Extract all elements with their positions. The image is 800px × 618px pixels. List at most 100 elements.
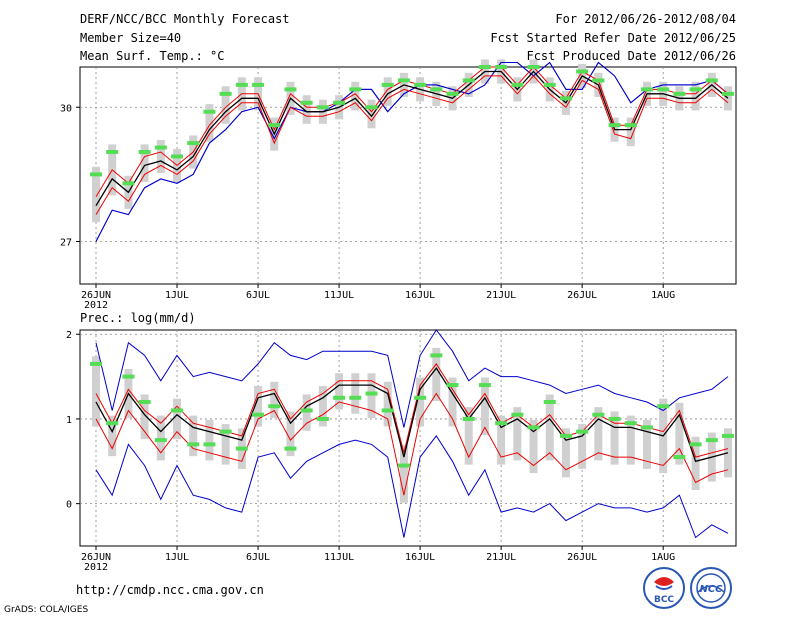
observed-marker bbox=[365, 391, 378, 396]
spread-box bbox=[675, 402, 684, 465]
spread-box bbox=[92, 166, 100, 223]
observed-marker bbox=[106, 421, 119, 426]
series-line-min bbox=[95, 435, 729, 539]
observed-marker bbox=[138, 400, 151, 404]
observed-marker bbox=[624, 421, 637, 426]
observed-marker bbox=[592, 78, 605, 83]
spread-box bbox=[318, 385, 327, 427]
observed-marker bbox=[316, 416, 329, 421]
spread-box bbox=[156, 415, 165, 461]
spread-box bbox=[254, 385, 263, 427]
x-tick-label: 1JUL bbox=[165, 552, 189, 563]
spread-box bbox=[529, 419, 538, 474]
observed-marker bbox=[689, 442, 702, 447]
spread-box bbox=[335, 373, 344, 410]
x-year-label: 2012 bbox=[84, 562, 108, 573]
observed-marker bbox=[300, 408, 313, 413]
spread-box bbox=[691, 436, 700, 491]
observed-marker bbox=[592, 412, 605, 417]
observed-marker bbox=[576, 429, 589, 434]
member-size: Member Size=40 bbox=[80, 31, 182, 45]
series-line-max bbox=[95, 329, 729, 428]
observed-marker bbox=[219, 91, 232, 96]
observed-marker bbox=[349, 395, 362, 400]
x-tick-label: 1AUG bbox=[651, 290, 675, 301]
x-tick-label: 6JUL bbox=[246, 552, 270, 563]
observed-marker bbox=[397, 463, 410, 468]
observed-marker bbox=[219, 429, 232, 434]
observed-marker bbox=[122, 181, 135, 186]
observed-marker bbox=[673, 91, 686, 96]
x-tick-label: 26JUL bbox=[567, 552, 597, 563]
observed-marker bbox=[430, 353, 443, 358]
observed-marker bbox=[333, 395, 346, 400]
spread-box bbox=[286, 411, 295, 457]
x-tick-label: 11JUL bbox=[324, 290, 354, 301]
spread-box bbox=[448, 377, 457, 427]
spread-box bbox=[626, 117, 635, 147]
spread-box bbox=[561, 428, 570, 478]
x-year-label: 2012 bbox=[84, 300, 108, 311]
spread-box bbox=[173, 398, 182, 440]
source-url[interactable]: http://cmdp.ncc.cma.gov.cn bbox=[76, 583, 264, 597]
spread-box bbox=[221, 86, 230, 124]
series-line-min bbox=[95, 61, 729, 242]
spread-box bbox=[367, 99, 376, 129]
observed-marker bbox=[608, 416, 621, 421]
spread-box bbox=[594, 407, 603, 461]
observed-marker bbox=[673, 455, 686, 460]
observed-marker bbox=[576, 69, 589, 74]
observed-marker bbox=[705, 438, 718, 443]
spread-box bbox=[691, 81, 700, 111]
observed-marker bbox=[316, 105, 329, 110]
observed-marker bbox=[397, 78, 410, 83]
panel-title: Prec.: log(mm/d) bbox=[80, 311, 196, 325]
spread-box bbox=[626, 415, 635, 465]
spread-box bbox=[513, 407, 522, 461]
x-tick-label: 26JUN bbox=[81, 290, 111, 301]
observed-marker bbox=[462, 416, 475, 421]
x-tick-label: 21JUL bbox=[486, 290, 516, 301]
chart-title: DERF/NCC/BCC Monthly Forecast bbox=[80, 12, 290, 26]
spread-box bbox=[92, 356, 100, 427]
spread-box bbox=[156, 139, 165, 174]
series-line-mean bbox=[95, 366, 729, 463]
x-tick-label: 26JUL bbox=[567, 290, 597, 301]
observed-marker bbox=[187, 141, 200, 146]
observed-marker bbox=[90, 172, 102, 177]
observed-marker bbox=[365, 105, 378, 110]
spread-box bbox=[642, 419, 651, 469]
observed-marker bbox=[235, 446, 248, 451]
spread-box bbox=[578, 424, 587, 469]
series-line-lower bbox=[95, 75, 729, 215]
observed-marker bbox=[381, 408, 394, 413]
observed-marker bbox=[203, 442, 216, 447]
observed-marker bbox=[543, 82, 556, 87]
observed-marker bbox=[495, 65, 508, 69]
y-tick-label: 1 bbox=[66, 415, 72, 426]
forecast-produced-date: Fcst Produced Date 2012/06/26 bbox=[526, 49, 736, 63]
spread-box bbox=[367, 373, 376, 419]
observed-marker bbox=[640, 425, 653, 430]
spread-box bbox=[302, 95, 311, 124]
svg-text:NCC: NCC bbox=[699, 584, 723, 595]
observed-marker bbox=[657, 404, 670, 409]
ncc-logo: NCC bbox=[690, 567, 732, 609]
observed-marker bbox=[414, 395, 427, 400]
spread-box bbox=[140, 144, 149, 182]
spread-box bbox=[497, 415, 506, 465]
y-tick-label: 0 bbox=[66, 500, 72, 511]
observed-marker bbox=[705, 78, 718, 83]
spread-box bbox=[399, 445, 408, 503]
y-tick-label: 27 bbox=[60, 237, 72, 248]
x-tick-label: 1AUG bbox=[651, 552, 675, 563]
series-line-lower bbox=[95, 392, 729, 496]
observed-marker bbox=[381, 82, 394, 87]
observed-marker bbox=[284, 446, 297, 451]
observed-marker bbox=[527, 425, 540, 430]
observed-marker bbox=[252, 412, 265, 417]
series-line-upper bbox=[95, 66, 729, 198]
x-tick-label: 26JUN bbox=[81, 552, 111, 563]
observed-marker bbox=[106, 150, 119, 155]
